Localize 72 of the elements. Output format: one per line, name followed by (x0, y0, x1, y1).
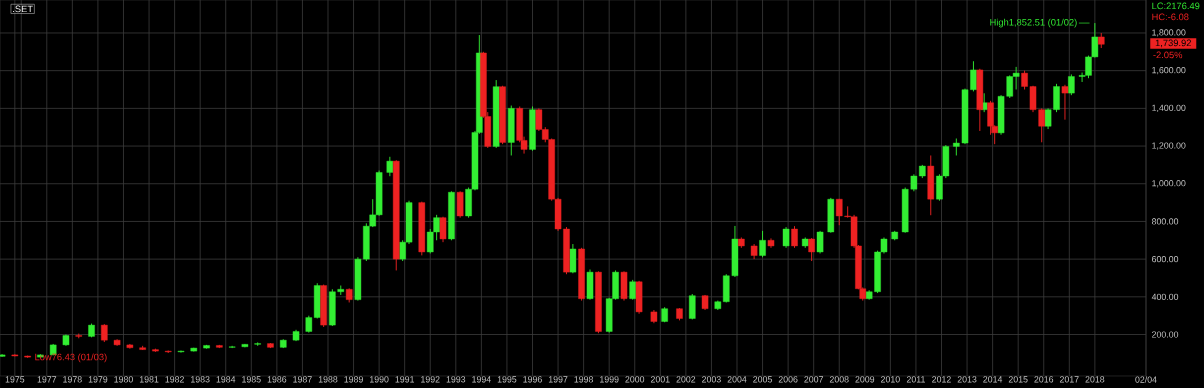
x-tick-label: 1989 (344, 376, 363, 383)
y-tick-label: 1,200.00 (1152, 142, 1186, 150)
text: 1,739.92 (1155, 39, 1191, 48)
x-tick-label: 2016 (1034, 376, 1054, 383)
x-tick-label: 1975 (5, 376, 25, 383)
x-tick-label: 1979 (88, 376, 108, 383)
x-tick-label: 02/04 (1135, 376, 1157, 383)
x-tick-label: 1983 (191, 376, 210, 383)
candlestick (439, 216, 447, 243)
x-tick-label: 1992 (421, 376, 440, 383)
x-tick-label: 1994 (472, 376, 491, 383)
x-tick-label: 1978 (63, 376, 82, 383)
candlestick (386, 156, 394, 177)
x-tick-label: 1993 (446, 376, 466, 383)
y-tick-label: 1,600.00 (1152, 67, 1186, 75)
x-tick-label: 1996 (523, 376, 542, 383)
y-tick-label: 400.00 (1151, 293, 1179, 300)
x-tick-label: 1999 (600, 376, 619, 383)
candlestick (791, 225, 798, 249)
x-tick-label: 2013 (957, 376, 977, 383)
x-tick-label: 2006 (778, 376, 798, 383)
x-tick-label: 2007 (804, 376, 824, 383)
x-tick-label: 1984 (216, 376, 236, 383)
annotation: Low76.43 (01/03) (35, 353, 107, 363)
x-tick-label: 1995 (497, 376, 517, 383)
x-tick-label: 2000 (625, 376, 645, 383)
y-tick-label: 200.00 (1152, 331, 1179, 338)
x-tick-label: 2012 (932, 376, 951, 383)
chart-title: .SET (13, 5, 33, 13)
x-tick-label: 2001 (650, 376, 670, 383)
x-tick-label: 2014 (983, 376, 1003, 383)
y-tick-label: 600.00 (1152, 256, 1179, 263)
x-tick-label: 2011 (906, 376, 925, 383)
x-tick-label: 1980 (114, 376, 133, 383)
text: -2.05% (1153, 51, 1183, 59)
candlestick (1061, 84, 1069, 121)
y-tick-label: 1,000.00 (1152, 180, 1186, 188)
candlestick (759, 230, 766, 258)
candlestick (456, 190, 464, 219)
x-tick-label: 2004 (727, 376, 747, 383)
x-tick-label: 2010 (881, 376, 900, 383)
x-tick-label: 2002 (676, 376, 696, 383)
candlestick (629, 279, 636, 301)
x-tick-label: 2003 (702, 376, 721, 383)
y-tick-label: 800.00 (1151, 218, 1179, 225)
x-tick-label: 1990 (369, 376, 389, 383)
x-tick-label: 1987 (293, 376, 312, 383)
x-tick-label: 1981 (139, 376, 159, 383)
x-tick-label: 1991 (395, 376, 415, 383)
candlestick (782, 226, 790, 249)
x-tick-label: 2017 (1059, 376, 1079, 383)
x-tick-label: 2009 (855, 376, 875, 383)
x-tick-label: 2008 (829, 376, 849, 383)
x-tick-label: 1982 (165, 376, 184, 383)
y-tick-label: 1,400.00 (1152, 104, 1186, 112)
x-tick-label: 1988 (318, 376, 338, 383)
x-tick-label: 2015 (1008, 376, 1028, 383)
x-tick-label: 1985 (242, 376, 261, 383)
annotation: High1,852.51 (01/02) (990, 18, 1077, 28)
candlestick (569, 243, 577, 274)
x-tick-label: 2005 (753, 376, 772, 383)
text: HC:-6.08 (1152, 13, 1189, 21)
text: LC:2176.49 (1152, 2, 1200, 10)
x-tick-label: 2018 (1085, 376, 1105, 383)
candlestick (1068, 73, 1075, 96)
x-tick-label: 1977 (37, 376, 57, 383)
x-tick-label: 1998 (574, 376, 594, 383)
y-tick-label: 1,800.00 (1152, 29, 1186, 37)
candlestick (688, 293, 696, 320)
x-tick-label: 1986 (267, 376, 287, 383)
x-tick-label: 1997 (548, 376, 568, 383)
candlestick (808, 237, 815, 262)
